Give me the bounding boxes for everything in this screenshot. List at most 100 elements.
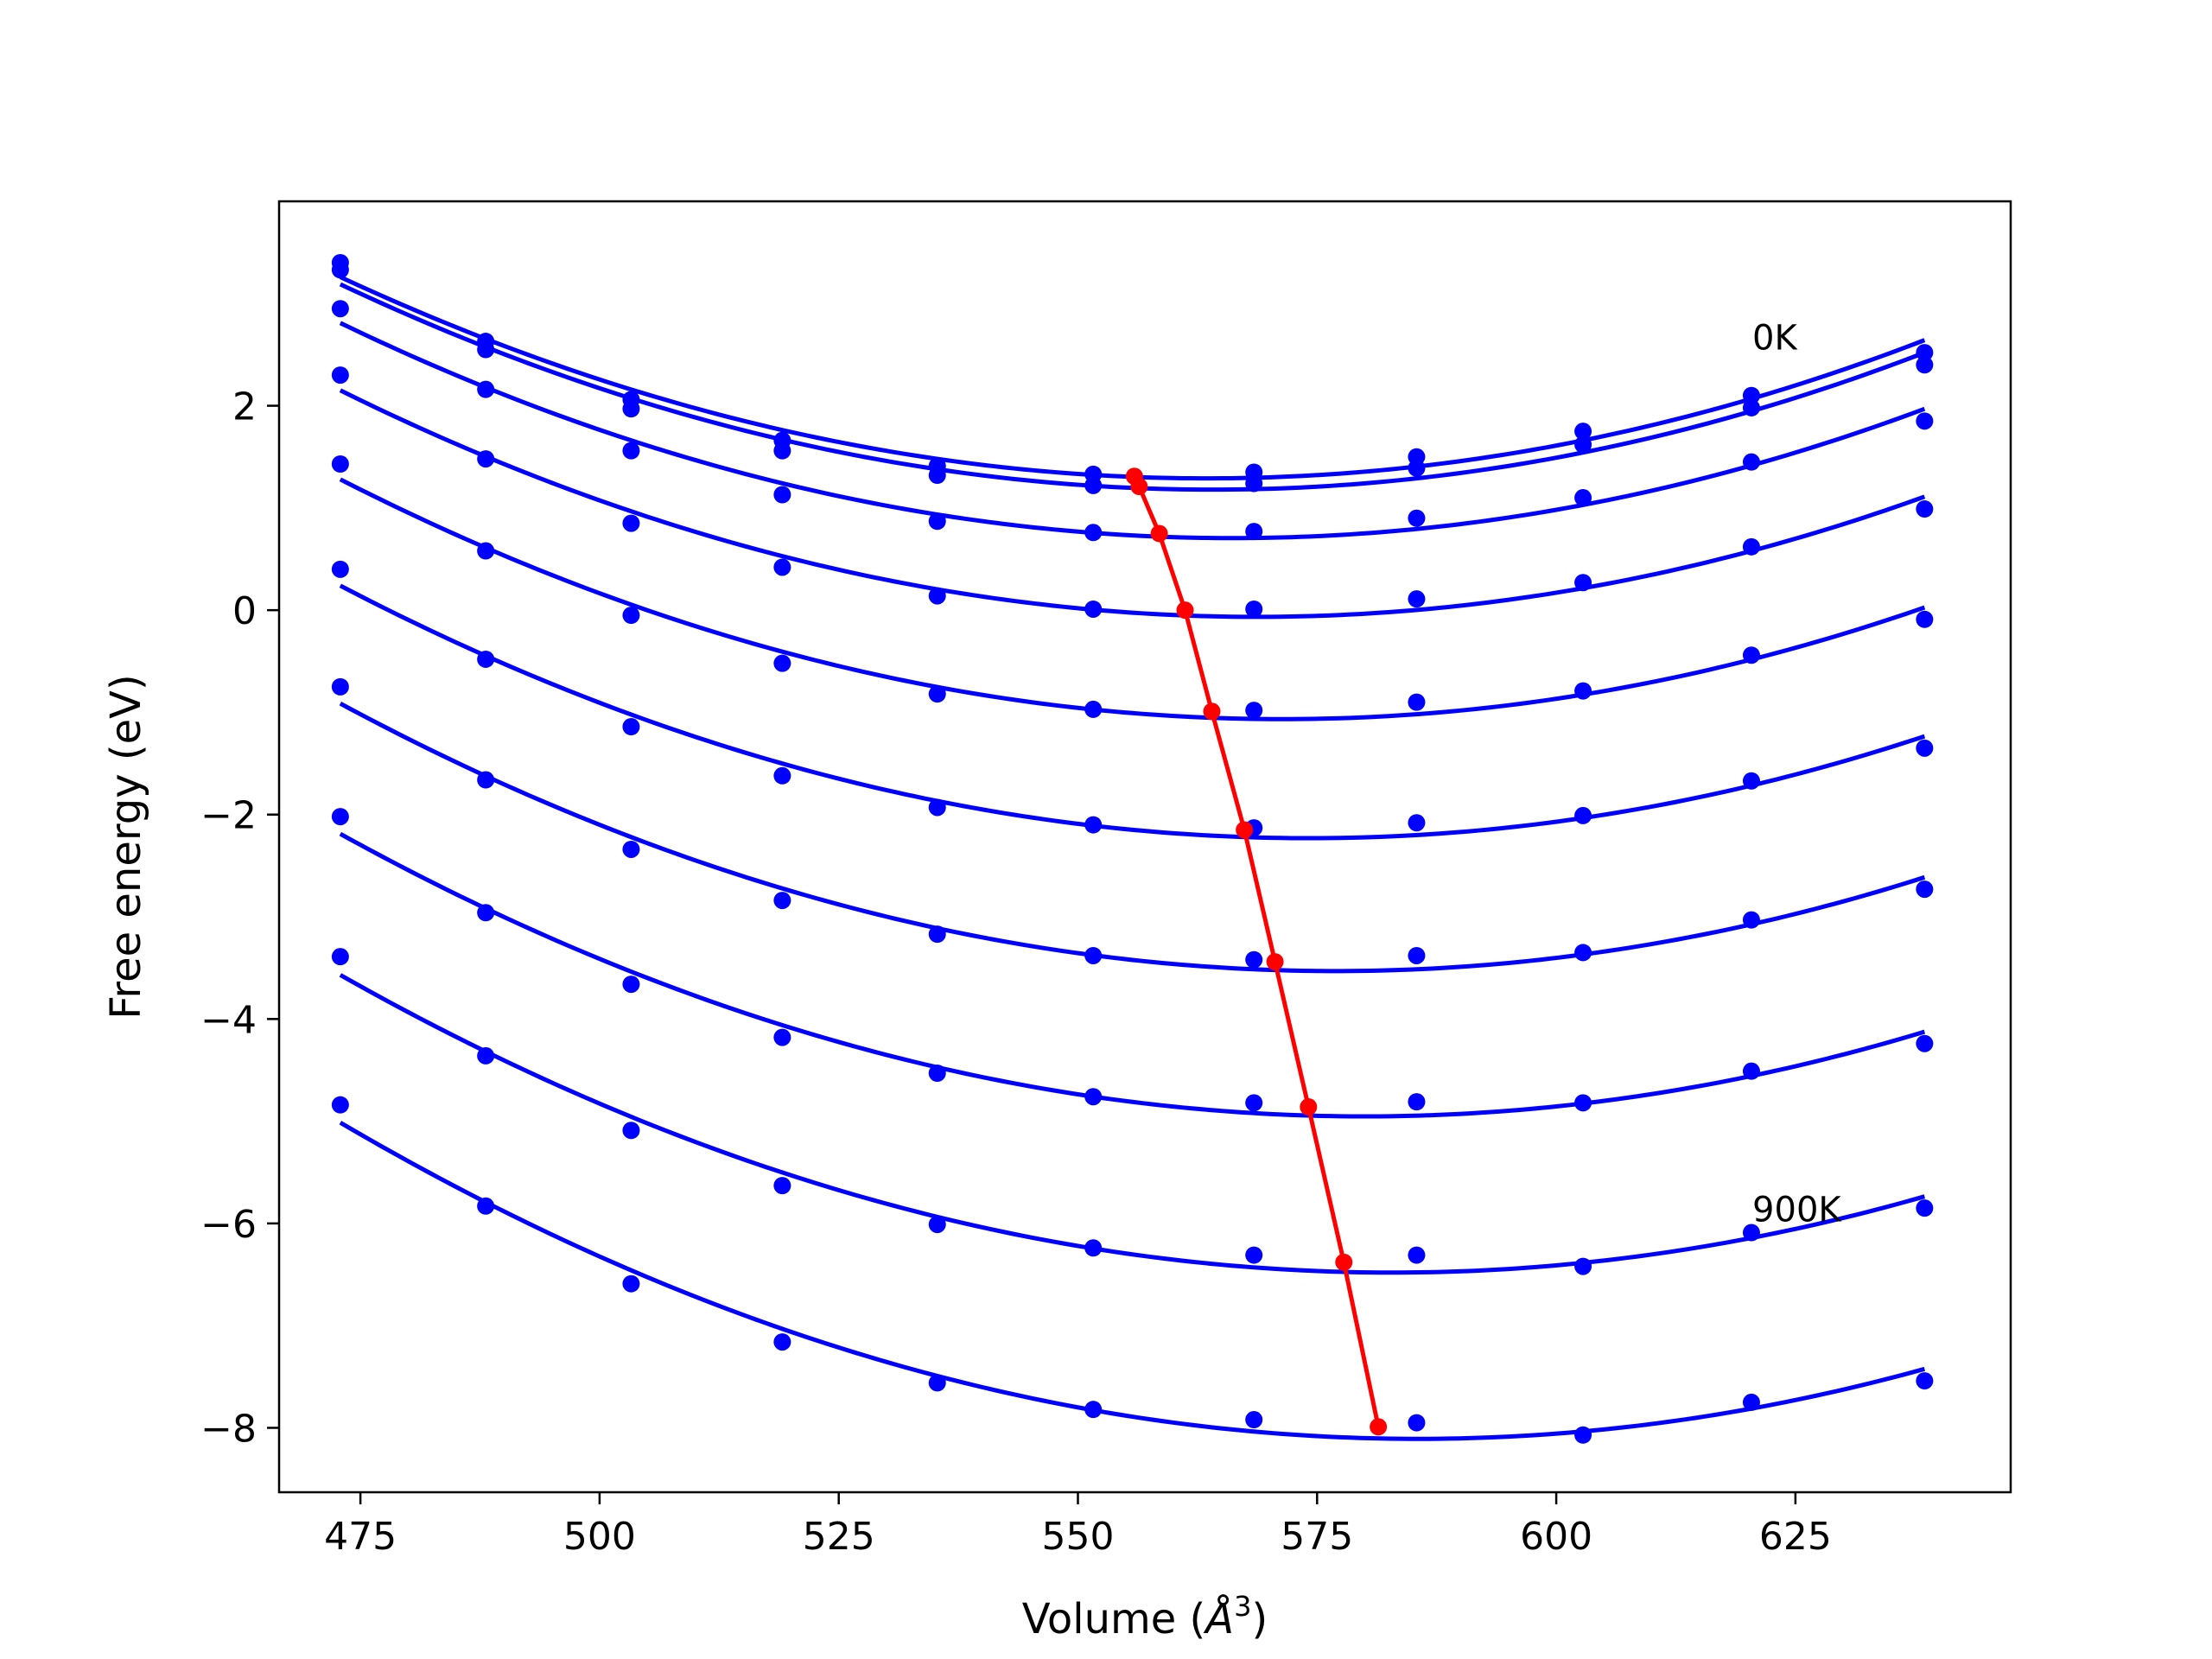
y-axis-ticks: 2 0 −2 −4 −6 −8 bbox=[200, 385, 279, 1451]
y-tick-label: −4 bbox=[200, 998, 257, 1042]
energy-curve-9 bbox=[331, 1096, 1934, 1444]
energy-data-point bbox=[1245, 950, 1263, 969]
energy-data-point bbox=[477, 1197, 495, 1215]
minimum-point bbox=[1335, 1253, 1353, 1271]
energy-data-point bbox=[1916, 412, 1934, 430]
energy-data-point bbox=[1084, 600, 1103, 618]
energy-data-point bbox=[1408, 693, 1426, 711]
energy-data-point bbox=[331, 300, 349, 318]
energy-data-point bbox=[928, 467, 946, 485]
energy-data-point bbox=[1408, 1093, 1426, 1111]
energy-data-point bbox=[1408, 1414, 1426, 1432]
energy-data-point bbox=[773, 442, 791, 460]
annotations-layer: 0K 900K bbox=[1752, 319, 1842, 1230]
energy-data-point bbox=[1245, 474, 1263, 493]
x-axis-ticks: 475 500 525 550 575 600 625 bbox=[324, 1492, 1832, 1559]
energy-data-point bbox=[331, 455, 349, 474]
x-tick-label: 550 bbox=[1042, 1515, 1115, 1559]
energy-data-point bbox=[477, 650, 495, 668]
energy-data-point bbox=[928, 1374, 946, 1392]
energy-curve-line bbox=[339, 973, 1926, 1275]
y-tick-label: −6 bbox=[200, 1203, 257, 1247]
x-axis-label-superscript: 3 bbox=[1234, 1590, 1251, 1623]
plot-frame bbox=[277, 200, 2012, 1494]
energy-data-point bbox=[1742, 386, 1760, 404]
x-tick-label: 625 bbox=[1759, 1515, 1832, 1559]
energy-data-point bbox=[1916, 1199, 1934, 1217]
y-tick-label: 0 bbox=[232, 589, 257, 633]
energy-data-point bbox=[1742, 453, 1760, 471]
energy-data-point bbox=[1084, 476, 1103, 494]
energy-data-point bbox=[1742, 398, 1760, 416]
energy-data-point bbox=[928, 925, 946, 944]
y-axis-label: Free energy (eV) bbox=[102, 674, 150, 1019]
x-axis-label-text: Volume ( bbox=[1022, 1595, 1206, 1643]
energy-data-point bbox=[1408, 946, 1426, 964]
energy-data-point bbox=[331, 808, 349, 826]
energy-data-point bbox=[1245, 1246, 1263, 1264]
x-tick-label: 575 bbox=[1281, 1515, 1353, 1559]
energy-data-point bbox=[1245, 702, 1263, 720]
energy-data-point bbox=[1916, 610, 1934, 628]
energy-data-point bbox=[773, 1177, 791, 1195]
energy-data-point bbox=[1574, 574, 1592, 592]
energy-data-point bbox=[1916, 739, 1934, 757]
minimum-point bbox=[1150, 524, 1168, 543]
energy-curve-line bbox=[339, 321, 1926, 541]
energy-data-point bbox=[1245, 523, 1263, 541]
x-tick-label: 500 bbox=[563, 1515, 636, 1559]
energy-data-point bbox=[1084, 700, 1103, 718]
energy-data-point bbox=[477, 771, 495, 789]
energy-data-point bbox=[1574, 806, 1592, 824]
energy-data-point bbox=[477, 1046, 495, 1065]
energy-data-point bbox=[1742, 1062, 1760, 1080]
energy-data-point bbox=[1916, 1034, 1934, 1052]
energy-data-point bbox=[1084, 1239, 1103, 1257]
energy-curve-4 bbox=[331, 455, 1934, 721]
energy-data-point bbox=[1408, 509, 1426, 527]
minimum-point bbox=[1130, 478, 1148, 496]
energy-data-point bbox=[773, 654, 791, 672]
energy-data-point bbox=[331, 1096, 349, 1114]
energy-data-point bbox=[331, 948, 349, 966]
energy-data-point bbox=[928, 685, 946, 703]
energy-curve-line bbox=[339, 1121, 1926, 1441]
y-tick-label: −8 bbox=[200, 1407, 257, 1451]
energy-data-point bbox=[1742, 1393, 1760, 1411]
energy-data-point bbox=[1408, 1246, 1426, 1264]
energy-data-point bbox=[1574, 1257, 1592, 1275]
energy-data-point bbox=[1916, 500, 1934, 518]
energy-data-point bbox=[1574, 423, 1592, 441]
energy-data-point bbox=[1916, 344, 1934, 362]
energy-data-point bbox=[622, 840, 640, 858]
energy-data-point bbox=[1742, 646, 1760, 664]
x-tick-label: 475 bbox=[324, 1515, 397, 1559]
energy-data-point bbox=[477, 904, 495, 922]
energy-data-point bbox=[773, 1028, 791, 1046]
energy-data-point bbox=[1574, 435, 1592, 454]
energy-data-point bbox=[1084, 1088, 1103, 1106]
energy-data-point bbox=[928, 1216, 946, 1234]
energy-data-point bbox=[1245, 600, 1263, 618]
energy-curve-2 bbox=[331, 300, 1934, 542]
minimum-point bbox=[1176, 601, 1194, 620]
minimum-point bbox=[1203, 702, 1221, 721]
energy-curve-3 bbox=[331, 366, 1934, 620]
energy-data-point bbox=[1742, 537, 1760, 556]
energy-data-point bbox=[331, 677, 349, 696]
energy-data-point bbox=[1245, 1411, 1263, 1429]
energy-curve-5 bbox=[331, 560, 1934, 841]
energy-data-point bbox=[1916, 356, 1934, 374]
energy-data-point bbox=[1742, 772, 1760, 790]
energy-data-point bbox=[1574, 1094, 1592, 1112]
energy-data-point bbox=[622, 976, 640, 994]
energy-curve-line bbox=[339, 702, 1926, 974]
energy-data-point bbox=[331, 261, 349, 279]
energy-data-point bbox=[1916, 1372, 1934, 1390]
energy-data-point bbox=[622, 400, 640, 418]
energy-curve-line bbox=[339, 388, 1926, 620]
x-tick-label: 525 bbox=[803, 1515, 875, 1559]
energy-curve-7 bbox=[331, 808, 1934, 1119]
energy-data-point bbox=[622, 514, 640, 532]
